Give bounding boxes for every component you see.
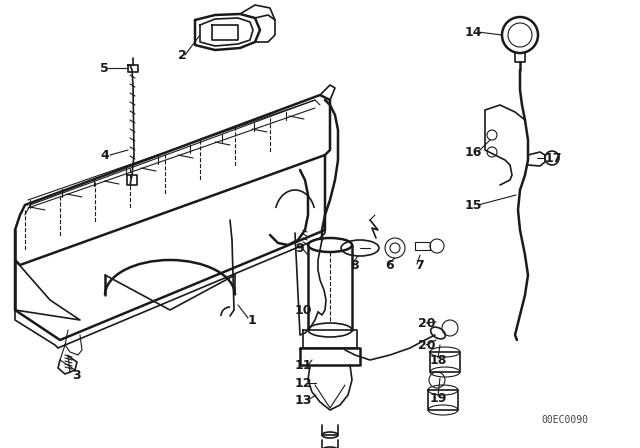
Text: 19: 19 <box>430 392 447 405</box>
Text: 18: 18 <box>430 353 447 366</box>
Text: 5: 5 <box>100 61 109 74</box>
Text: 12: 12 <box>295 376 312 389</box>
Text: 17: 17 <box>545 151 563 164</box>
Text: 13: 13 <box>295 393 312 406</box>
Text: 1: 1 <box>248 314 257 327</box>
Text: 11: 11 <box>295 358 312 371</box>
Text: 20: 20 <box>418 316 435 329</box>
Text: 4: 4 <box>100 148 109 161</box>
Text: 00EC0090: 00EC0090 <box>541 415 589 425</box>
Text: 6: 6 <box>385 258 394 271</box>
Text: 9: 9 <box>295 241 303 254</box>
Text: 3: 3 <box>72 369 81 382</box>
Text: 8: 8 <box>350 258 358 271</box>
Text: 7: 7 <box>415 258 424 271</box>
Text: 20: 20 <box>418 339 435 352</box>
Text: 15: 15 <box>465 198 483 211</box>
Text: 10: 10 <box>295 303 312 316</box>
Text: 14: 14 <box>465 26 483 39</box>
Text: 2: 2 <box>178 48 187 61</box>
Text: 16: 16 <box>465 146 483 159</box>
